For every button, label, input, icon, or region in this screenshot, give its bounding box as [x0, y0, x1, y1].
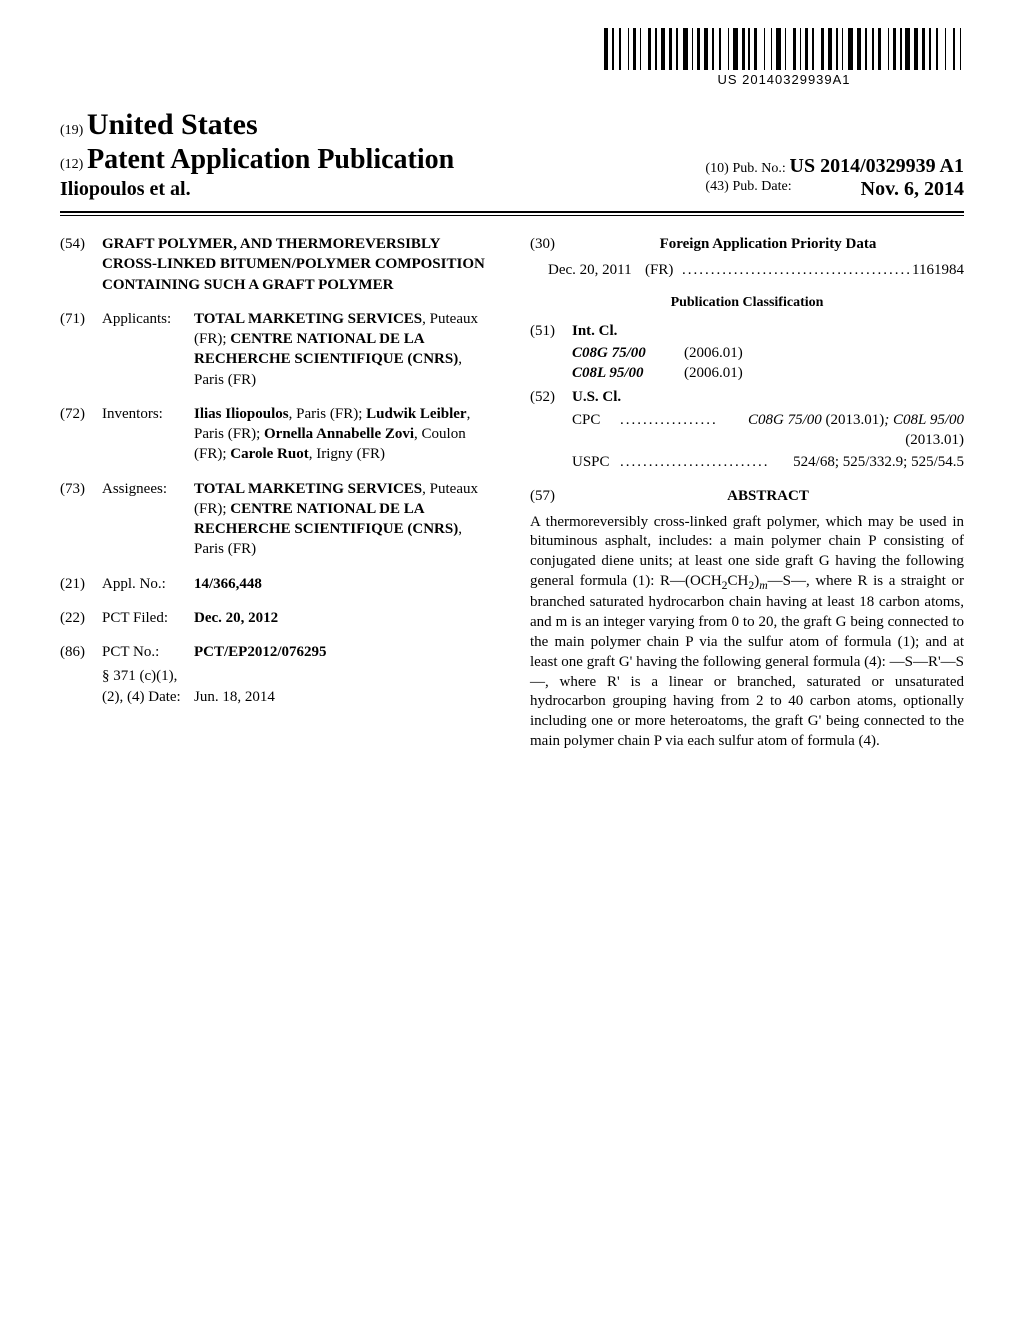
header-rule-thick: [60, 211, 964, 213]
field-73-num: (73): [60, 479, 102, 560]
field-30-priority: (30) Foreign Application Priority Data: [530, 234, 964, 254]
barcode-block: US 20140329939A1: [604, 28, 964, 87]
publication-classification-title: Publication Classification: [530, 295, 964, 311]
field-86-label: PCT No.:: [102, 642, 194, 662]
priority-dots: ........................................: [682, 260, 912, 280]
field-86-sub2-value: Jun. 18, 2014: [194, 689, 275, 705]
field-21-value: 14/366,448: [194, 576, 262, 592]
intcl-row: C08L 95/00(2006.01): [572, 363, 964, 383]
pubno-label: Pub. No.:: [732, 161, 785, 176]
priority-date: Dec. 20, 2011: [548, 260, 645, 280]
intcl-rows: C08G 75/00(2006.01)C08L 95/00(2006.01): [572, 343, 964, 384]
field-57-abstract-head: (57) ABSTRACT: [530, 486, 964, 506]
field-21-num: (21): [60, 574, 102, 594]
header-rule-thin: [60, 215, 964, 216]
field-72-num: (72): [60, 404, 102, 465]
field-73-assignees: (73) Assignees: TOTAL MARKETING SERVICES…: [60, 479, 494, 560]
cpc-dots: .................: [620, 410, 718, 451]
field-86-num: (86): [60, 642, 102, 662]
field-22-value: Dec. 20, 2012: [194, 610, 278, 626]
intcl-code: C08G 75/00: [572, 343, 684, 363]
header-tag-10: (10): [705, 161, 728, 176]
pubdate-value: Nov. 6, 2014: [861, 178, 964, 201]
field-51-label: Int. Cl.: [572, 323, 617, 339]
field-86-value: PCT/EP2012/076295: [194, 644, 327, 660]
field-54-value: GRAFT POLYMER, AND THERMOREVERSIBLY CROS…: [102, 234, 494, 295]
field-73-value: TOTAL MARKETING SERVICES, Puteaux (FR); …: [194, 479, 494, 560]
field-52-label: U.S. Cl.: [572, 389, 621, 405]
field-71-applicants: (71) Applicants: TOTAL MARKETING SERVICE…: [60, 309, 494, 390]
right-column: (30) Foreign Application Priority Data D…: [530, 234, 964, 752]
abstract-body: A thermoreversibly cross-linked graft po…: [530, 513, 964, 752]
header-tag-43: (43): [705, 179, 728, 194]
field-73-label: Assignees:: [102, 479, 194, 560]
uspc-label: USPC: [572, 452, 620, 472]
intcl-version: (2006.01): [684, 363, 964, 383]
priority-number: 1161984: [912, 260, 964, 280]
field-86-sub2-label: (2), (4) Date:: [102, 687, 194, 707]
field-22-label: PCT Filed:: [102, 608, 194, 628]
cpc-value: C08G 75/00 (2013.01); C08L 95/00 (2013.0…: [748, 412, 964, 448]
field-21-label: Appl. No.:: [102, 574, 194, 594]
field-57-num: (57): [530, 486, 572, 506]
header-tag-19: (19): [60, 123, 83, 138]
publication-type-title: Patent Application Publication: [87, 144, 454, 175]
field-54-title: (54) GRAFT POLYMER, AND THERMOREVERSIBLY…: [60, 234, 494, 295]
field-52-uscl: (52) U.S. Cl.: [530, 387, 964, 407]
field-72-inventors: (72) Inventors: Ilias Iliopoulos, Paris …: [60, 404, 494, 465]
field-86-pctno: (86) PCT No.: PCT/EP2012/076295: [60, 642, 494, 662]
header-country: United States: [87, 108, 258, 141]
barcode-graphic: [604, 28, 964, 70]
intcl-row: C08G 75/00(2006.01): [572, 343, 964, 363]
priority-country: (FR): [645, 260, 682, 280]
field-86-sub1: § 371 (c)(1),: [102, 666, 494, 686]
header-tag-12: (12): [60, 157, 83, 172]
abstract-title: ABSTRACT: [572, 486, 964, 506]
field-22-pctfiled: (22) PCT Filed: Dec. 20, 2012: [60, 608, 494, 628]
field-51-intcl: (51) Int. Cl.: [530, 321, 964, 341]
cpc-label: CPC: [572, 410, 620, 451]
field-51-num: (51): [530, 321, 572, 341]
field-54-num: (54): [60, 234, 102, 295]
field-22-num: (22): [60, 608, 102, 628]
field-71-value: TOTAL MARKETING SERVICES, Puteaux (FR); …: [194, 309, 494, 390]
field-71-label: Applicants:: [102, 309, 194, 390]
pubdate-label: Pub. Date:: [732, 179, 791, 194]
pubno-value: US 2014/0329939 A1: [790, 155, 964, 177]
field-72-label: Inventors:: [102, 404, 194, 465]
field-71-num: (71): [60, 309, 102, 390]
field-72-value: Ilias Iliopoulos, Paris (FR); Ludwik Lei…: [194, 404, 494, 465]
left-column: (54) GRAFT POLYMER, AND THERMOREVERSIBLY…: [60, 234, 494, 752]
uspc-value: 524/68; 525/332.9; 525/54.5: [793, 454, 964, 470]
field-52-num: (52): [530, 387, 572, 407]
intcl-version: (2006.01): [684, 343, 964, 363]
barcode-number: US 20140329939A1: [604, 72, 964, 87]
intcl-code: C08L 95/00: [572, 363, 684, 383]
uspc-dots: ..........................: [620, 452, 770, 472]
header-inventor-line: Iliopoulos et al.: [60, 178, 454, 201]
field-30-title: Foreign Application Priority Data: [572, 234, 964, 254]
field-30-num: (30): [530, 234, 572, 254]
field-21-applno: (21) Appl. No.: 14/366,448: [60, 574, 494, 594]
